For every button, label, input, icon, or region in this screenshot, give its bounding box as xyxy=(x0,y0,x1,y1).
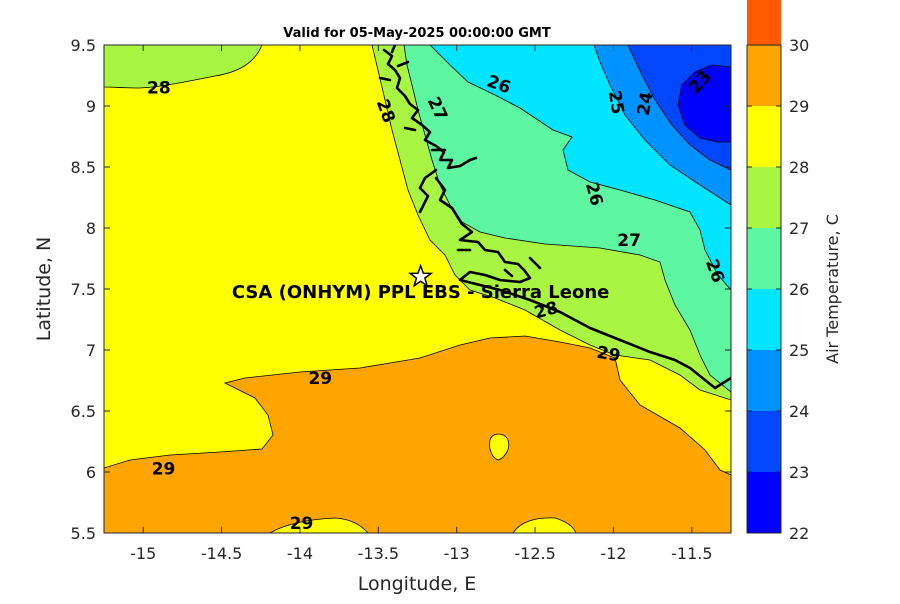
contour-label: 29 xyxy=(152,459,176,479)
band-28-29-island-3 xyxy=(512,517,577,533)
chart-title: Valid for 05-May-2025 00:00:00 GMT xyxy=(283,26,551,41)
station-star-icon xyxy=(408,263,434,288)
colorbar-tick-label: 30 xyxy=(789,36,809,55)
colorbar-tick-label: 22 xyxy=(789,524,809,543)
x-tick-label: -13 xyxy=(444,544,470,563)
colorbar-segment xyxy=(747,289,781,350)
colorbar-segment xyxy=(747,0,781,45)
contour-label: 27 xyxy=(617,231,641,251)
x-tick-label: -15 xyxy=(130,544,156,563)
contour-label: 25 xyxy=(604,89,628,116)
colorbar-ticks: 22 23 24 25 26 27 28 29 30 xyxy=(747,36,809,543)
colorbar-label: Air Temperature, C xyxy=(823,214,842,364)
colorbar-segment xyxy=(747,350,781,411)
x-tick-label: -11.5 xyxy=(671,544,712,563)
y-axis-ticks: 5.5 6 6.5 7 7.5 8 8.5 9 9.5 xyxy=(71,36,731,543)
y-tick-label: 5.5 xyxy=(71,524,96,543)
contour-label: 29 xyxy=(308,369,332,389)
contour-label: 28 xyxy=(147,79,171,99)
contour-label: 29 xyxy=(290,514,314,534)
x-tick-label: -13.5 xyxy=(358,544,399,563)
colorbar-tick-label: 25 xyxy=(789,341,809,360)
colorbar-tick-label: 24 xyxy=(789,402,809,421)
colorbar-tick-label: 26 xyxy=(789,280,809,299)
y-axis-label: Latitude, N xyxy=(33,237,55,342)
band-22-23 xyxy=(677,64,731,143)
y-tick-label: 6 xyxy=(86,463,96,482)
x-axis-ticks: -15 -14.5 -14 -13.5 -13 -12.5 -12 -11.5 xyxy=(130,45,713,563)
station-label: CSA (ONHYM) PPL EBS - Sierra Leone xyxy=(232,282,609,303)
coastline xyxy=(378,45,731,390)
colorbar-tick-label: 29 xyxy=(789,97,809,116)
x-tick-label: -14 xyxy=(287,544,313,563)
x-tick-label: -12 xyxy=(600,544,626,563)
colorbar-segment xyxy=(747,472,781,533)
colorbar xyxy=(747,0,781,533)
colorbar-segment xyxy=(747,45,781,106)
colorbar-segment xyxy=(747,228,781,289)
contour-label: 29 xyxy=(595,343,622,367)
colorbar-segment xyxy=(747,411,781,472)
x-tick-label: -14.5 xyxy=(201,544,242,563)
colorbar-tick-label: 27 xyxy=(789,219,809,238)
colorbar-tick-label: 28 xyxy=(789,158,809,177)
x-axis-label: Longitude, E xyxy=(358,573,477,595)
x-tick-label: -12.5 xyxy=(514,544,555,563)
band-28-29-island-1 xyxy=(489,433,510,461)
y-tick-label: 9 xyxy=(86,97,96,116)
y-tick-label: 6.5 xyxy=(71,402,96,421)
colorbar-tick-label: 23 xyxy=(789,463,809,482)
band-29-30 xyxy=(104,335,731,533)
y-tick-label: 7 xyxy=(86,341,96,360)
colorbar-segment xyxy=(747,106,781,167)
colorbar-segment xyxy=(747,167,781,228)
contour-label: 24 xyxy=(634,90,658,117)
y-tick-label: 8.5 xyxy=(71,158,96,177)
band-28-29-island-2 xyxy=(269,517,369,533)
y-tick-label: 9.5 xyxy=(71,36,96,55)
y-tick-label: 7.5 xyxy=(71,280,96,299)
band-27-28-topleft xyxy=(104,45,263,89)
y-tick-label: 8 xyxy=(86,219,96,238)
